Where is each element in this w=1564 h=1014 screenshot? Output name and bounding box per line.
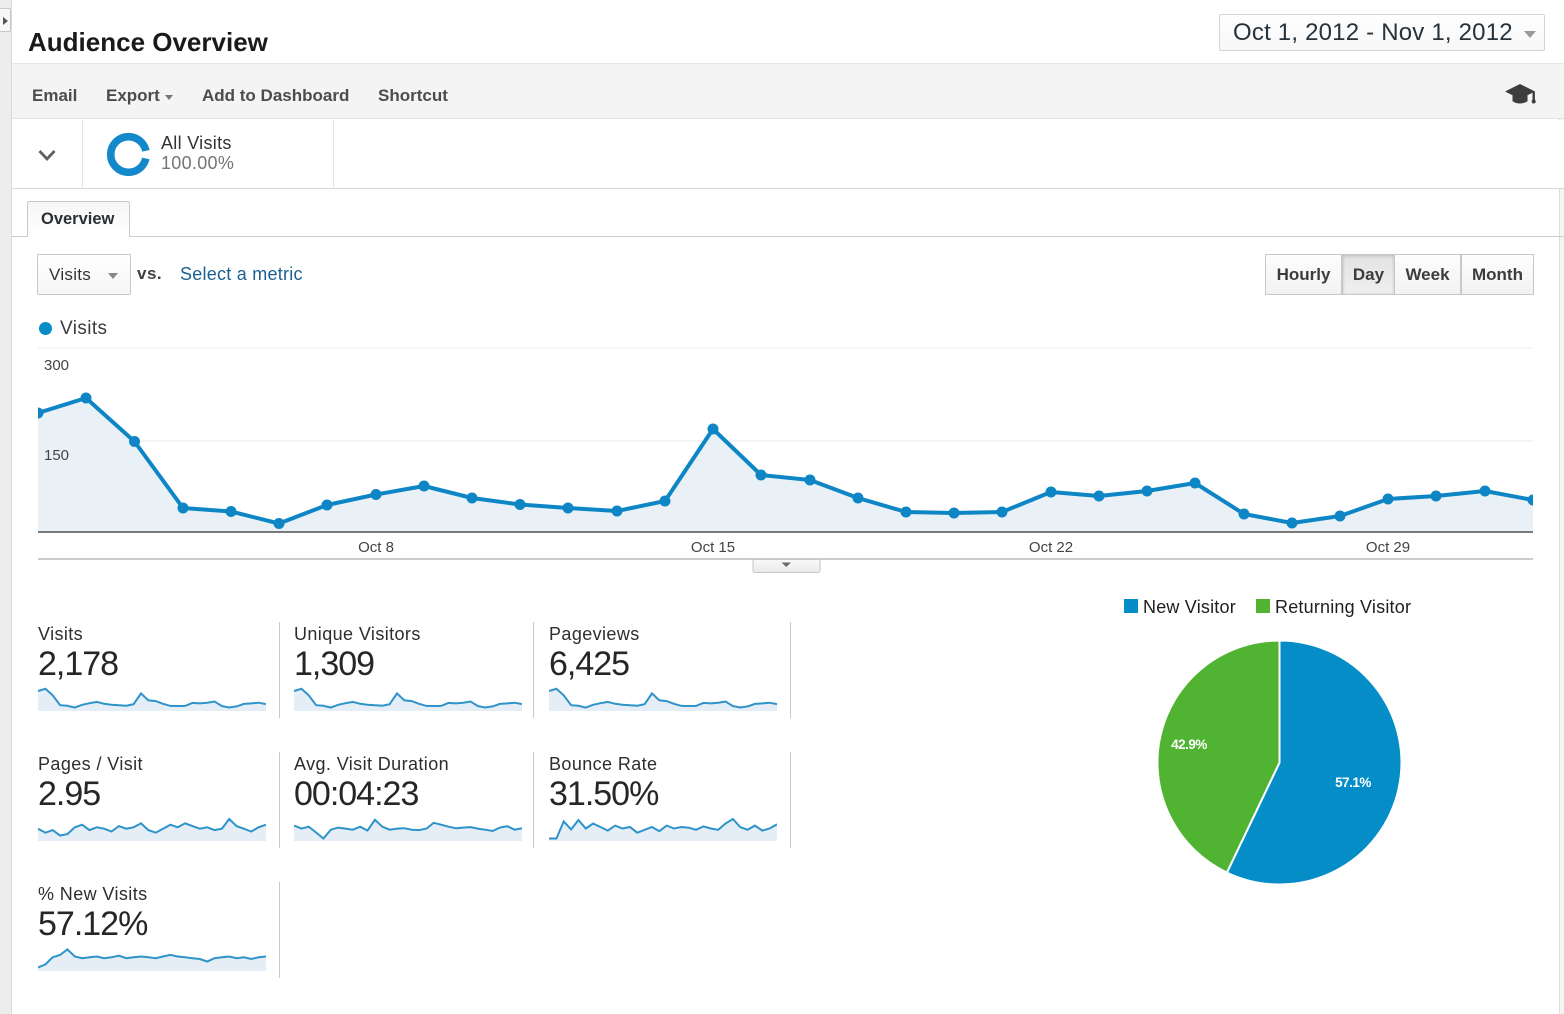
svg-text:Oct 29: Oct 29 bbox=[1366, 539, 1410, 556]
svg-text:42.9%: 42.9% bbox=[1171, 737, 1207, 752]
svg-text:Oct 8: Oct 8 bbox=[358, 539, 394, 556]
svg-text:Oct 15: Oct 15 bbox=[691, 539, 735, 556]
svg-text:57.1%: 57.1% bbox=[1335, 775, 1371, 790]
svg-text:Oct 22: Oct 22 bbox=[1029, 539, 1073, 556]
svg-text:300: 300 bbox=[44, 357, 69, 374]
svg-text:150: 150 bbox=[44, 447, 69, 464]
